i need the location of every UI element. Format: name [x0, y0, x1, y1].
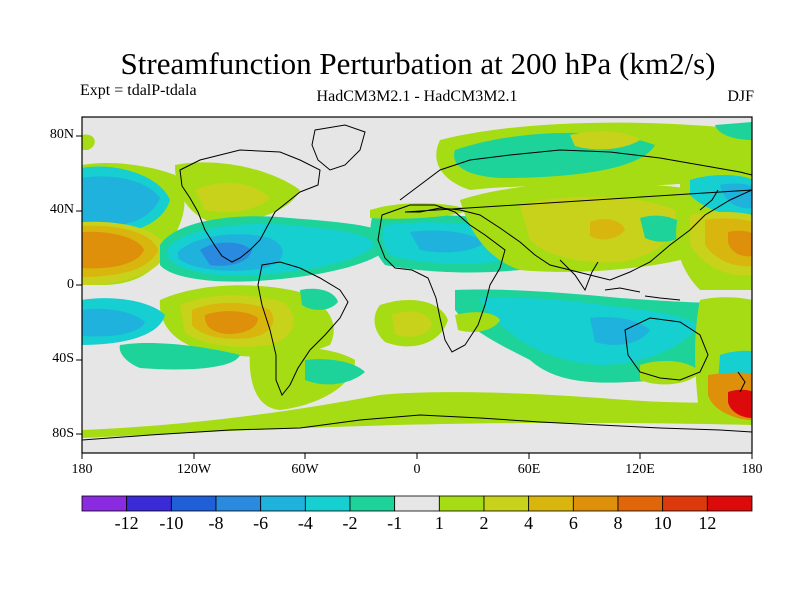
colorbar-box [617, 495, 664, 512]
coast-india [559, 259, 599, 292]
coast-new-zealand [737, 371, 746, 393]
field-satl-high-core [392, 311, 432, 337]
coast-africa [377, 204, 506, 353]
colorbar-label: -1 [387, 513, 403, 533]
colorbar-box [528, 495, 574, 512]
colorbar-box [572, 495, 619, 512]
colorbar-box [126, 495, 172, 512]
coast-japan [699, 189, 719, 211]
field-sep-high-core [728, 389, 752, 418]
lon-label-60e: 60E [517, 462, 541, 477]
axis-ticks [76, 135, 753, 459]
field-np-low-core [82, 166, 170, 234]
coast-south-america [257, 261, 349, 396]
field-swp-low-core [82, 308, 145, 337]
lon-label-180e: 180 [741, 462, 763, 477]
colorbar-box [483, 495, 530, 512]
colorbar-box [662, 495, 708, 512]
lon-label-0: 0 [413, 462, 421, 477]
colorbar-box [81, 495, 128, 512]
coast-australia [624, 317, 709, 381]
coast-north-america [179, 149, 321, 263]
colorbar-label: 12 [698, 513, 717, 533]
colorbar-box [438, 495, 485, 512]
colorbar-box [304, 495, 351, 512]
colorbar-label: 4 [524, 513, 534, 533]
lon-label-120w: 120W [176, 462, 212, 477]
field-io-low [480, 297, 700, 365]
field-wp-high-core [728, 230, 752, 257]
field-sp-high-core [204, 311, 258, 334]
colorbar-box [260, 495, 306, 512]
coast-greenland [311, 124, 366, 171]
colorbar-label: -2 [342, 513, 358, 533]
lat-label-80s: 80S [52, 426, 74, 441]
colorbar [81, 495, 753, 512]
field-so-grey [82, 422, 752, 453]
field-sa-low [305, 359, 365, 385]
lon-label-60w: 60W [291, 462, 319, 477]
colorbar-label: 2 [479, 513, 489, 533]
colorbar-label: 6 [568, 513, 578, 533]
lat-label-40n: 40N [49, 202, 74, 217]
field-atl-low-core [410, 230, 485, 253]
coast-indonesia [604, 287, 681, 301]
coast-antarctica [82, 414, 752, 441]
colorbar-label: -8 [208, 513, 224, 533]
colorbar-label: -4 [297, 513, 313, 533]
field-arctic-low-2 [715, 122, 752, 140]
field-tep-low-core [200, 242, 252, 266]
lat-label-40s: 40S [52, 351, 74, 366]
field-np-high-core [82, 231, 144, 269]
field-greenland [82, 134, 95, 150]
coastlines [82, 124, 752, 441]
contour-fill-layer [82, 117, 752, 453]
field-io-low-core [590, 317, 650, 345]
colorbar-box [706, 495, 753, 512]
colorbar-label: 10 [653, 513, 672, 533]
colorbar-label: -6 [253, 513, 269, 533]
field-arctic-high [570, 131, 640, 150]
field-swp-low-2 [119, 343, 240, 370]
lon-label-180w: 180 [71, 462, 93, 477]
colorbar-box [170, 495, 217, 512]
colorbar-box [349, 495, 396, 512]
lon-label-120e: 120E [625, 462, 655, 477]
field-aus-high [640, 360, 700, 385]
colorbar-label: 1 [434, 513, 444, 533]
colorbar-label: 8 [613, 513, 623, 533]
field-wp-low-core [720, 183, 752, 209]
colorbar-box [215, 495, 262, 512]
model-label: HadCM3M2.1 - HadCM3M2.1 [316, 88, 518, 105]
colorbar-label: -10 [159, 513, 184, 533]
field-io-high [455, 312, 500, 332]
coast-eurasia [399, 149, 752, 281]
field-np-low [82, 172, 165, 227]
colorbar-label: -12 [114, 513, 139, 533]
experiment-label: Expt = tdalP-tdala [80, 82, 197, 99]
season-label: DJF [727, 88, 754, 105]
field-sa-low-2 [300, 288, 338, 310]
plot-title: Streamfunction Perturbation at 200 hPa (… [120, 46, 716, 81]
field-asia-high-core [590, 219, 625, 240]
lat-label-0: 0 [67, 277, 74, 292]
lat-label-80n: 80N [49, 127, 74, 142]
field-na-high-core [195, 183, 270, 213]
colorbar-box [394, 495, 440, 512]
